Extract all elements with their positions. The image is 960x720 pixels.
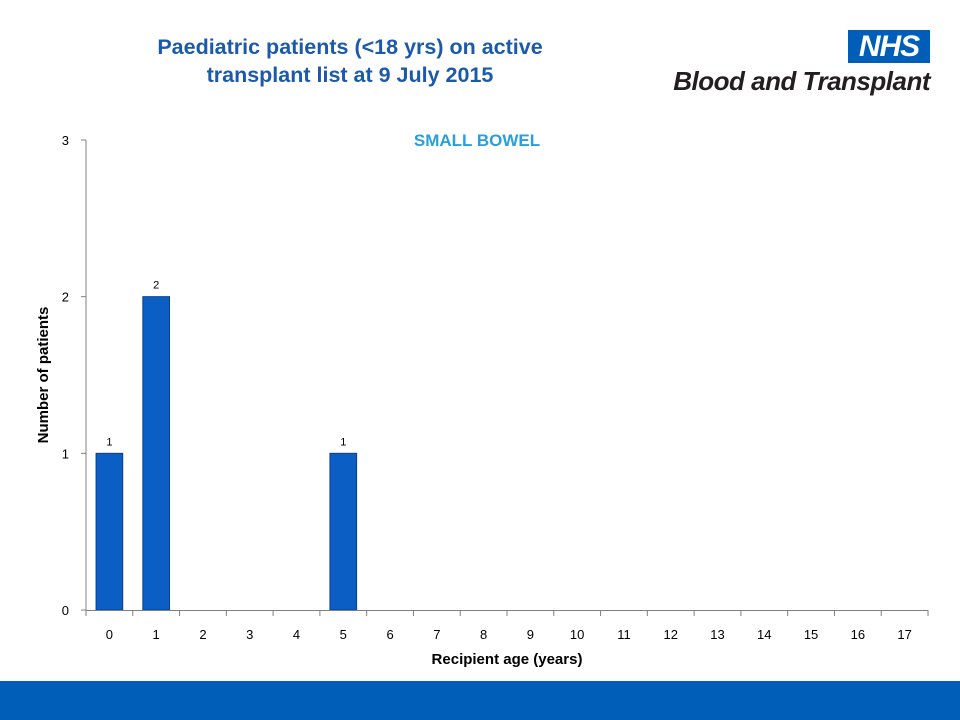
x-tick-label: 14 (757, 627, 771, 642)
x-axis-label: Recipient age (years) (432, 651, 583, 668)
x-tick-label: 17 (897, 627, 911, 642)
y-tick-label: 1 (62, 446, 69, 461)
y-tick-label: 0 (62, 603, 69, 618)
x-tick-label: 12 (663, 627, 677, 642)
chart-title-line-1: Paediatric patients (<18 yrs) on active (157, 35, 543, 59)
bar (142, 296, 170, 611)
x-tick-label: 16 (851, 627, 865, 642)
y-tick-label: 2 (62, 290, 69, 305)
x-tick-label: 3 (246, 627, 253, 642)
y-axis-label: Number of patients (35, 307, 52, 444)
data-label: 1 (340, 436, 346, 448)
y-tick-label: 3 (62, 133, 69, 148)
x-tick-label: 9 (527, 627, 534, 642)
x-tick-label: 6 (386, 627, 393, 642)
x-tick-label: 10 (570, 627, 584, 642)
nhs-logo-box: NHS (848, 30, 930, 63)
data-label: 1 (106, 436, 112, 448)
x-tick-label: 4 (293, 627, 300, 642)
chart-subtitle: SMALL BOWEL (414, 131, 540, 150)
chart-title: Paediatric patients (<18 yrs) on active … (60, 33, 640, 89)
chart-title-line-2: transplant list at 9 July 2015 (206, 63, 494, 87)
x-tick-label: 5 (340, 627, 347, 642)
nhs-blood-and-transplant-logo: NHS Blood and Transplant (640, 30, 940, 100)
bar (95, 452, 124, 611)
x-tick-label: 2 (199, 627, 206, 642)
x-tick-label: 15 (804, 627, 818, 642)
data-label: 2 (153, 280, 159, 292)
x-tick-label: 8 (480, 627, 487, 642)
x-tick-label: 1 (153, 627, 160, 642)
x-tick-label: 13 (710, 627, 724, 642)
x-tick-label: 7 (433, 627, 440, 642)
x-tick-label: 11 (617, 627, 631, 642)
bar (329, 452, 358, 611)
logo-org-name: Blood and Transplant (673, 66, 930, 96)
footer-bar (0, 681, 960, 720)
x-tick-label: 0 (106, 627, 113, 642)
